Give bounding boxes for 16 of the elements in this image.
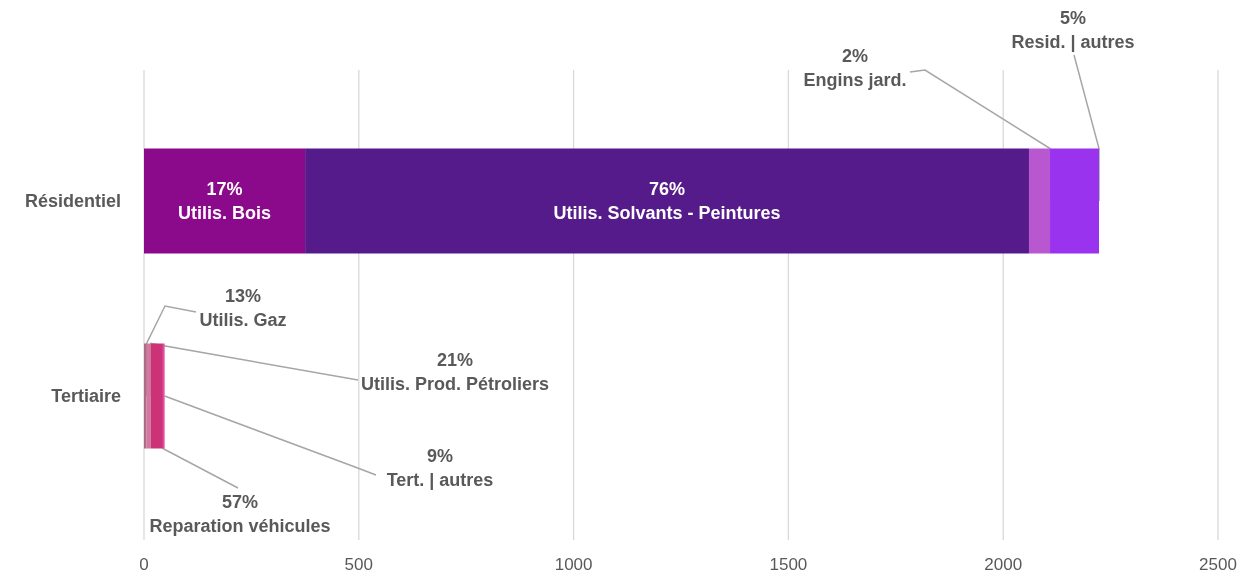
annotation: 21% Utilis. Prod. Pétroliers — [360, 350, 550, 394]
annotation: 17% Utilis. Bois — [178, 179, 272, 223]
x-tick-label: 1500 — [769, 555, 808, 574]
x-tick-label: 0 — [139, 555, 149, 574]
x-tick-label: 500 — [344, 555, 373, 574]
annotation: 5% Resid. | autres — [1011, 8, 1135, 52]
x-tick-label: 2500 — [1199, 555, 1237, 574]
annotation: 2% Engins jard. — [803, 46, 907, 90]
x-tick-label: 1000 — [554, 555, 593, 574]
annotation: 13% Utilis. Gaz — [199, 286, 287, 330]
annotation: 9% Tert. | autres — [386, 446, 494, 490]
annotation: 57% Reparation véhicules — [149, 492, 331, 536]
y-tick-label: Tertiaire — [51, 386, 121, 406]
x-tick-label: 2000 — [984, 555, 1023, 574]
annotation: 76% Utilis. Solvants - Peintures — [553, 179, 781, 223]
y-tick-label: Résidentiel — [24, 191, 121, 211]
